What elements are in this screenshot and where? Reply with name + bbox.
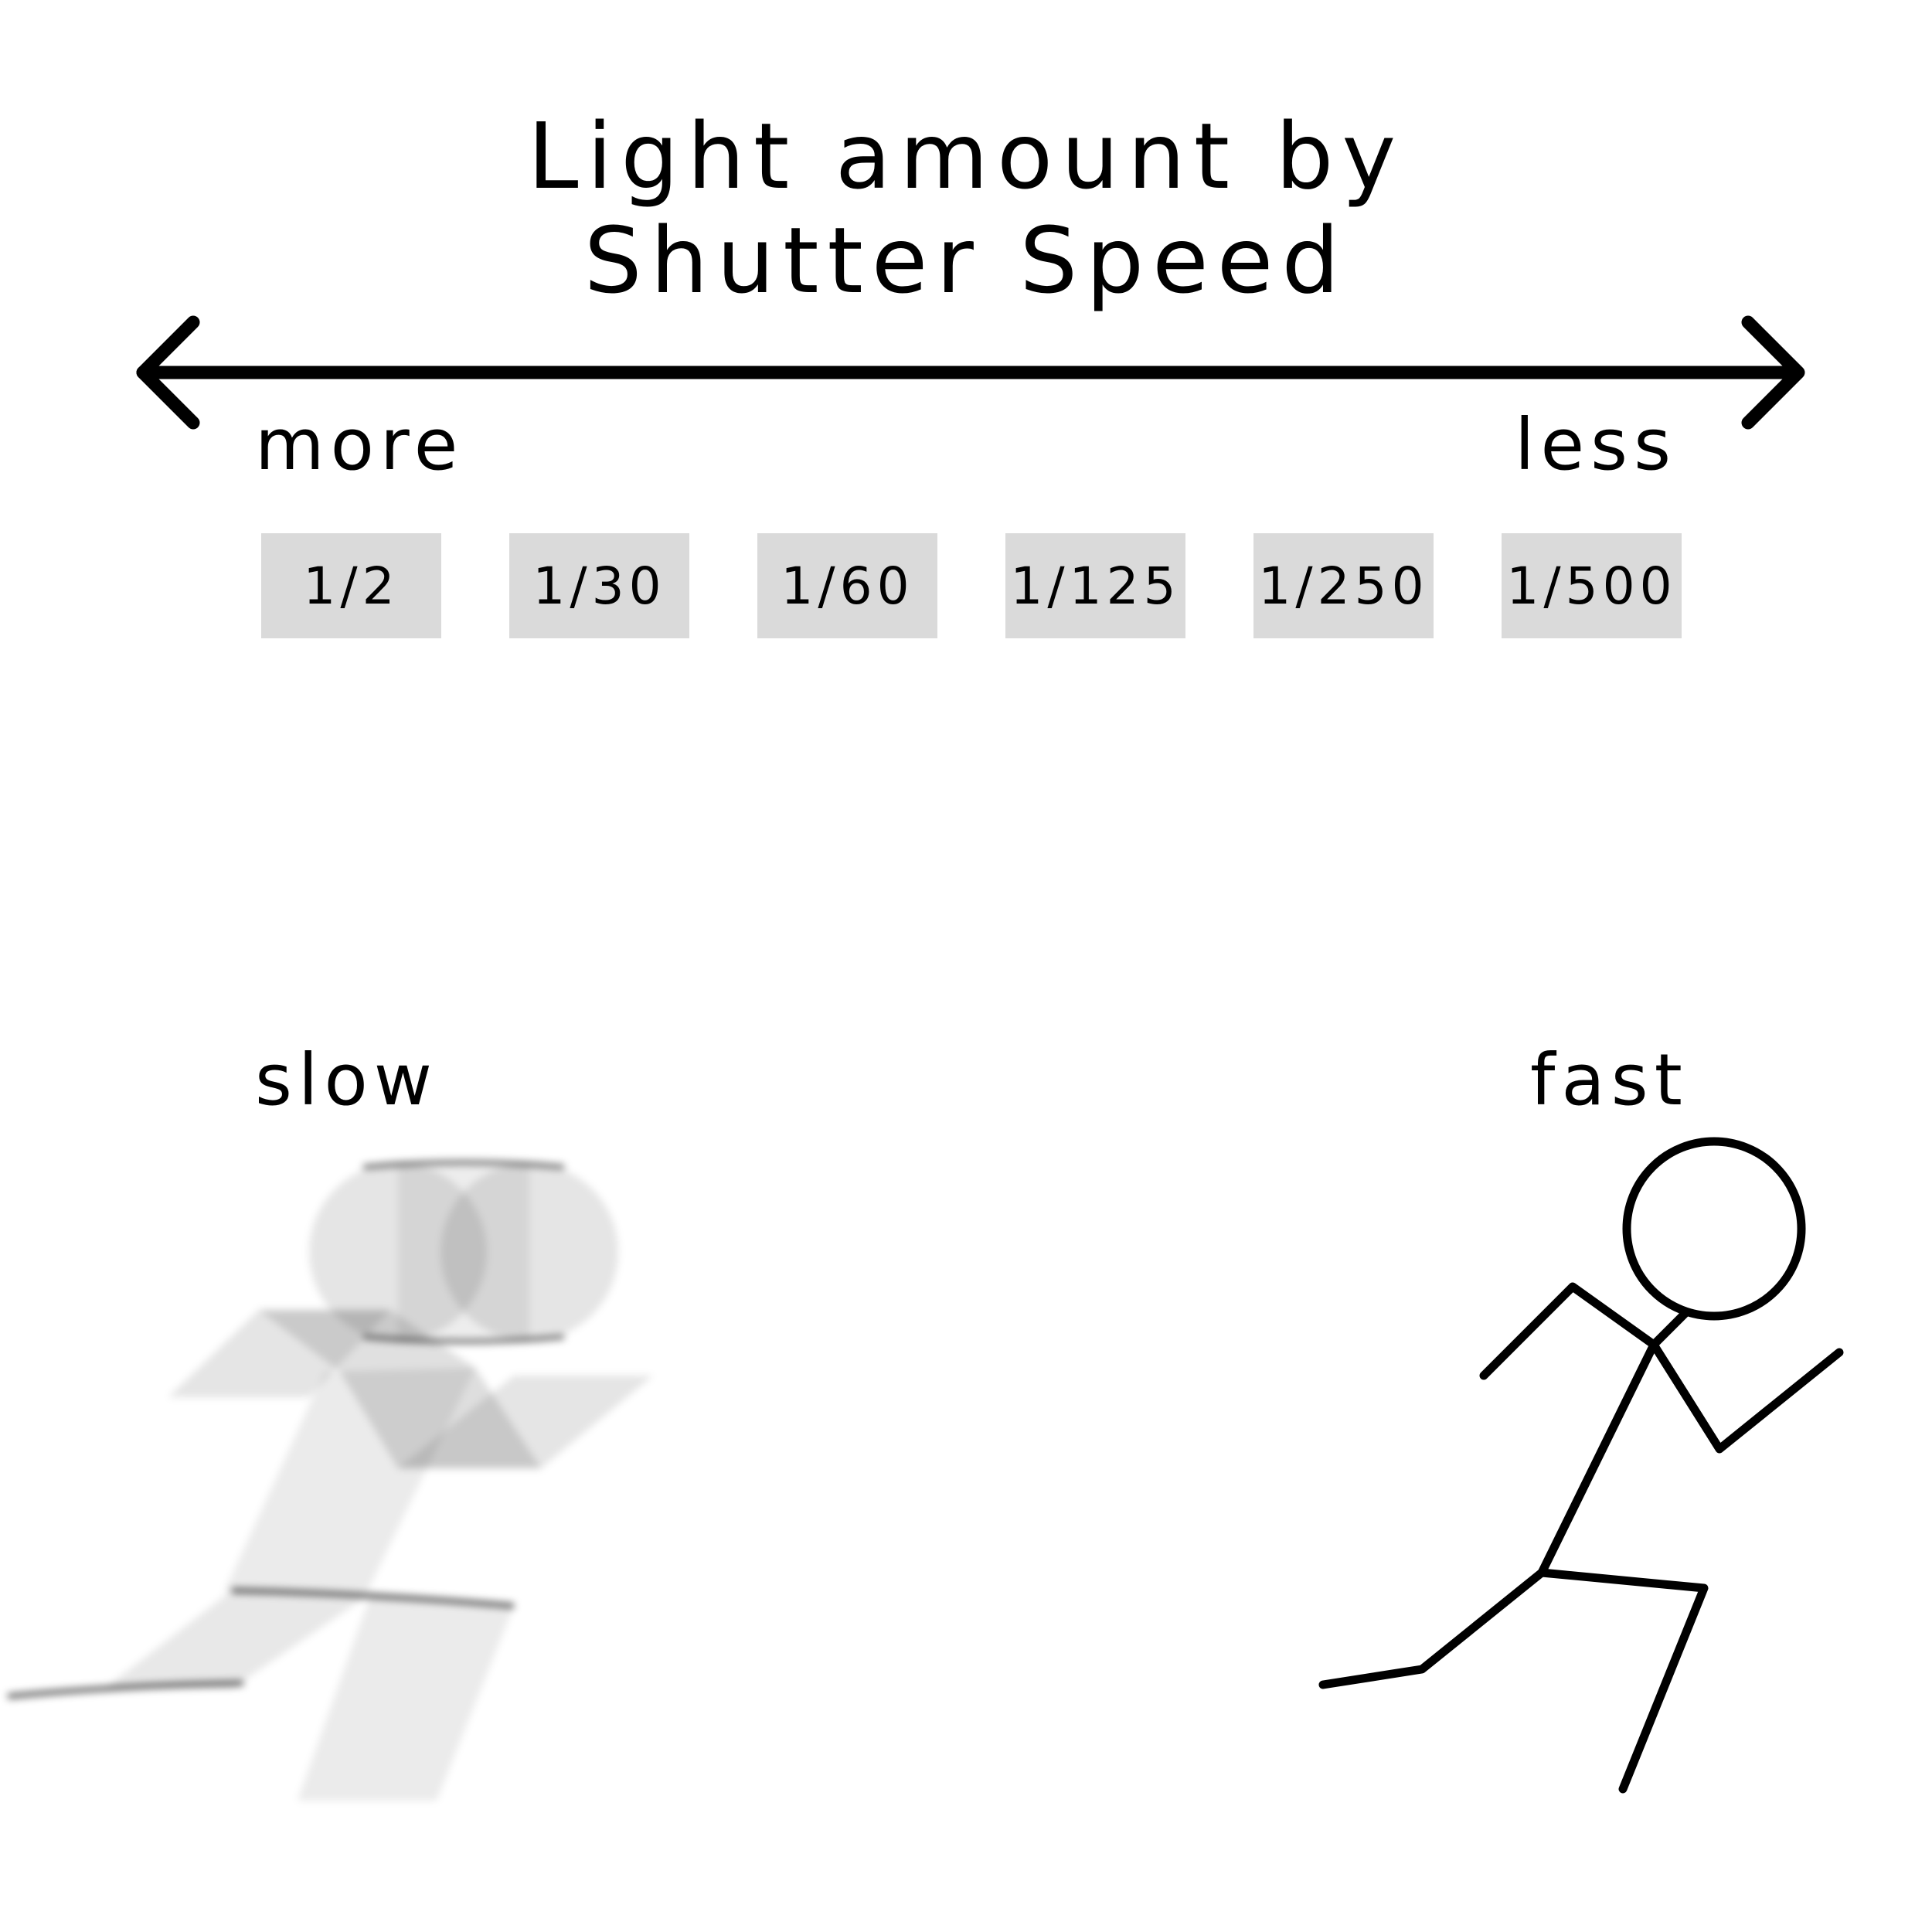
shutter-speed-row: 1/2 1/30 1/60 1/125 1/250 1/500	[0, 533, 1932, 638]
diagram-title: Light amount by Shutter Speed	[0, 104, 1932, 313]
less-light-label: less	[1515, 403, 1678, 486]
shutter-speed-box: 1/30	[509, 533, 689, 638]
more-light-label: more	[255, 403, 464, 486]
shutter-speed-box: 1/500	[1502, 533, 1682, 638]
slow-label: slow	[255, 1039, 439, 1121]
shutter-speed-box: 1/250	[1253, 533, 1434, 638]
shutter-speed-box: 1/125	[1005, 533, 1185, 638]
title-line-1: Light amount by	[527, 103, 1405, 209]
title-line-2: Shutter Speed	[583, 207, 1349, 314]
double-headed-arrow-icon	[136, 315, 1805, 430]
shutter-speed-box: 1/2	[261, 533, 441, 638]
fast-label: fast	[1530, 1039, 1689, 1121]
shutter-speed-box: 1/60	[757, 533, 937, 638]
